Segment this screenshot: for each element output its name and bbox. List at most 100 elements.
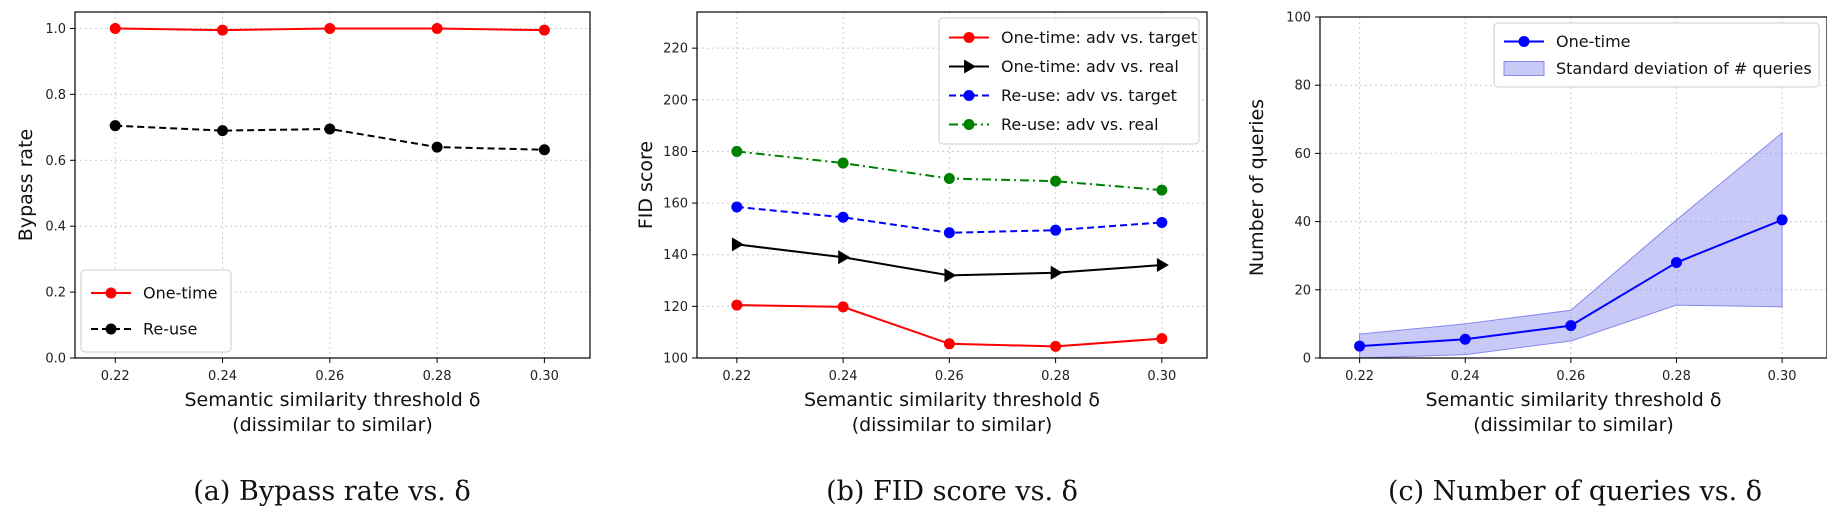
data-point-one-time-adv-vs-real xyxy=(731,237,744,252)
data-point-re-use xyxy=(109,120,121,132)
legend-label: One-time: adv vs. target xyxy=(1001,28,1197,47)
legend-box xyxy=(1493,22,1820,88)
legend: One-time Re-use xyxy=(80,269,232,353)
x-tick-label: 0.22 xyxy=(1345,369,1374,384)
x-tick-label: 0.24 xyxy=(208,369,237,384)
y-tick-label: 20 xyxy=(1294,283,1311,298)
chart-panel-1: 0.22 0.24 0.26 0.28 0.30 0.0 0.2 0.4 0.6 0.8 1.0 Se… xyxy=(15,11,591,507)
x-axis-sublabel: (dissimilar to similar) xyxy=(852,414,1053,436)
x-axis-sublabel: (dissimilar to similar) xyxy=(1473,414,1674,436)
data-point-one-time-adv-vs-real xyxy=(1156,258,1169,273)
x-tick-label: 0.22 xyxy=(722,369,751,384)
data-point-one-time xyxy=(109,22,121,34)
legend-label: Re-use xyxy=(143,320,197,339)
x-tick-label: 0.30 xyxy=(1768,369,1797,384)
y-tick-label: 80 xyxy=(1294,79,1311,94)
x-tick-label: 0.30 xyxy=(1147,369,1176,384)
data-point-one-time-adv-vs-real xyxy=(1050,265,1063,280)
legend-marker xyxy=(963,119,975,130)
legend-marker xyxy=(105,323,117,335)
y-axis-label: Bypass rate xyxy=(15,129,37,241)
legend-label: Standard deviation of # queries xyxy=(1556,59,1812,78)
legend-marker xyxy=(963,32,975,43)
data-point-one-time xyxy=(324,22,336,34)
data-point-one-time xyxy=(1354,340,1366,352)
y-axis-label: FID score xyxy=(635,141,657,229)
data-point-re-use-adv-vs-target xyxy=(731,201,743,213)
data-point-re-use-adv-vs-target xyxy=(837,211,849,223)
y-tick-label: 200 xyxy=(663,93,688,108)
y-tick-label: 160 xyxy=(663,197,688,212)
y-tick-label: 120 xyxy=(663,300,688,315)
legend-swatch-band xyxy=(1503,61,1545,76)
data-point-re-use-adv-vs-real xyxy=(1050,175,1062,187)
series-line-one-time-adv-vs-real xyxy=(736,243,1162,277)
y-tick-label: 0 xyxy=(1303,352,1311,367)
x-axis-label: Semantic similarity threshold δ xyxy=(1425,389,1721,411)
data-point-re-use-adv-vs-target xyxy=(1050,224,1062,236)
legend-label: One-time: adv vs. real xyxy=(1001,57,1179,76)
x-tick-label: 0.28 xyxy=(1041,369,1070,384)
legend-box xyxy=(938,17,1200,145)
panel-caption: (a) Bypass rate vs. δ xyxy=(193,476,470,507)
y-axis-label: Number of queries xyxy=(1246,99,1268,276)
panel-caption: (b) FID score vs. δ xyxy=(826,476,1078,507)
y-tick-label: 0.4 xyxy=(45,220,66,235)
y-tick-label: 40 xyxy=(1294,215,1311,230)
data-point-re-use-adv-vs-real xyxy=(731,145,743,157)
data-point-re-use-adv-vs-target xyxy=(943,227,955,239)
data-point-re-use-adv-vs-target xyxy=(1156,216,1168,228)
chart-panel-2: 0.22 0.24 0.26 0.28 0.30 100 120 140 160 180 200 22… xyxy=(635,11,1208,507)
x-axis-label: Semantic similarity threshold δ xyxy=(804,389,1100,411)
data-point-re-use xyxy=(217,125,229,137)
data-point-one-time xyxy=(431,22,443,34)
legend-label: Re-use: adv vs. real xyxy=(1001,115,1159,134)
y-tick-label: 0.0 xyxy=(45,352,66,367)
panel-caption: (c) Number of queries vs. δ xyxy=(1388,476,1762,507)
x-tick-label: 0.26 xyxy=(935,369,964,384)
data-point-one-time-adv-vs-target xyxy=(837,301,849,313)
legend: One-time Standard deviation of # queries xyxy=(1493,22,1820,88)
data-point-one-time-adv-vs-target xyxy=(1156,333,1168,345)
plot-frame xyxy=(1319,16,1827,359)
x-tick-label: 0.30 xyxy=(530,369,559,384)
data-point-re-use xyxy=(324,123,336,135)
data-point-one-time xyxy=(1565,320,1577,332)
legend: One-time: adv vs. target One-time: adv vs… xyxy=(938,17,1200,145)
y-tick-label: 60 xyxy=(1294,147,1311,162)
data-point-re-use-adv-vs-real xyxy=(943,173,955,185)
y-tick-label: 0.8 xyxy=(45,88,66,103)
legend-marker xyxy=(105,287,117,299)
data-point-one-time-adv-vs-real xyxy=(838,250,851,265)
plot-frame xyxy=(74,11,591,359)
legend-marker xyxy=(964,59,976,74)
x-tick-label: 0.28 xyxy=(423,369,452,384)
data-point-one-time xyxy=(1776,214,1788,226)
data-point-one-time-adv-vs-target xyxy=(731,299,743,311)
x-tick-label: 0.26 xyxy=(315,369,344,384)
data-point-re-use-adv-vs-real xyxy=(1156,184,1168,196)
x-tick-label: 0.28 xyxy=(1662,369,1691,384)
y-tick-label: 100 xyxy=(663,352,688,367)
data-point-one-time xyxy=(1670,257,1682,269)
y-tick-label: 140 xyxy=(663,248,688,263)
y-tick-label: 0.6 xyxy=(45,154,66,169)
x-tick-label: 0.22 xyxy=(101,369,130,384)
legend-marker xyxy=(1518,36,1530,47)
legend-label: Re-use: adv vs. target xyxy=(1001,86,1177,105)
chart-panel-3: 0.22 0.24 0.26 0.28 0.30 0 20 40 60 80 100 Semantic… xyxy=(1246,11,1827,507)
x-tick-label: 0.24 xyxy=(1451,369,1480,384)
legend-label: One-time xyxy=(143,284,218,303)
y-tick-label: 180 xyxy=(663,145,688,160)
data-point-re-use xyxy=(431,141,443,153)
y-tick-label: 1.0 xyxy=(45,22,66,37)
data-point-re-use-adv-vs-real xyxy=(837,157,849,169)
y-tick-label: 0.2 xyxy=(45,286,66,301)
x-axis-label: Semantic similarity threshold δ xyxy=(184,389,480,411)
legend-marker xyxy=(963,90,975,101)
data-point-one-time-adv-vs-target xyxy=(1050,340,1062,352)
data-point-one-time xyxy=(1459,333,1471,345)
y-tick-label: 220 xyxy=(663,42,688,57)
